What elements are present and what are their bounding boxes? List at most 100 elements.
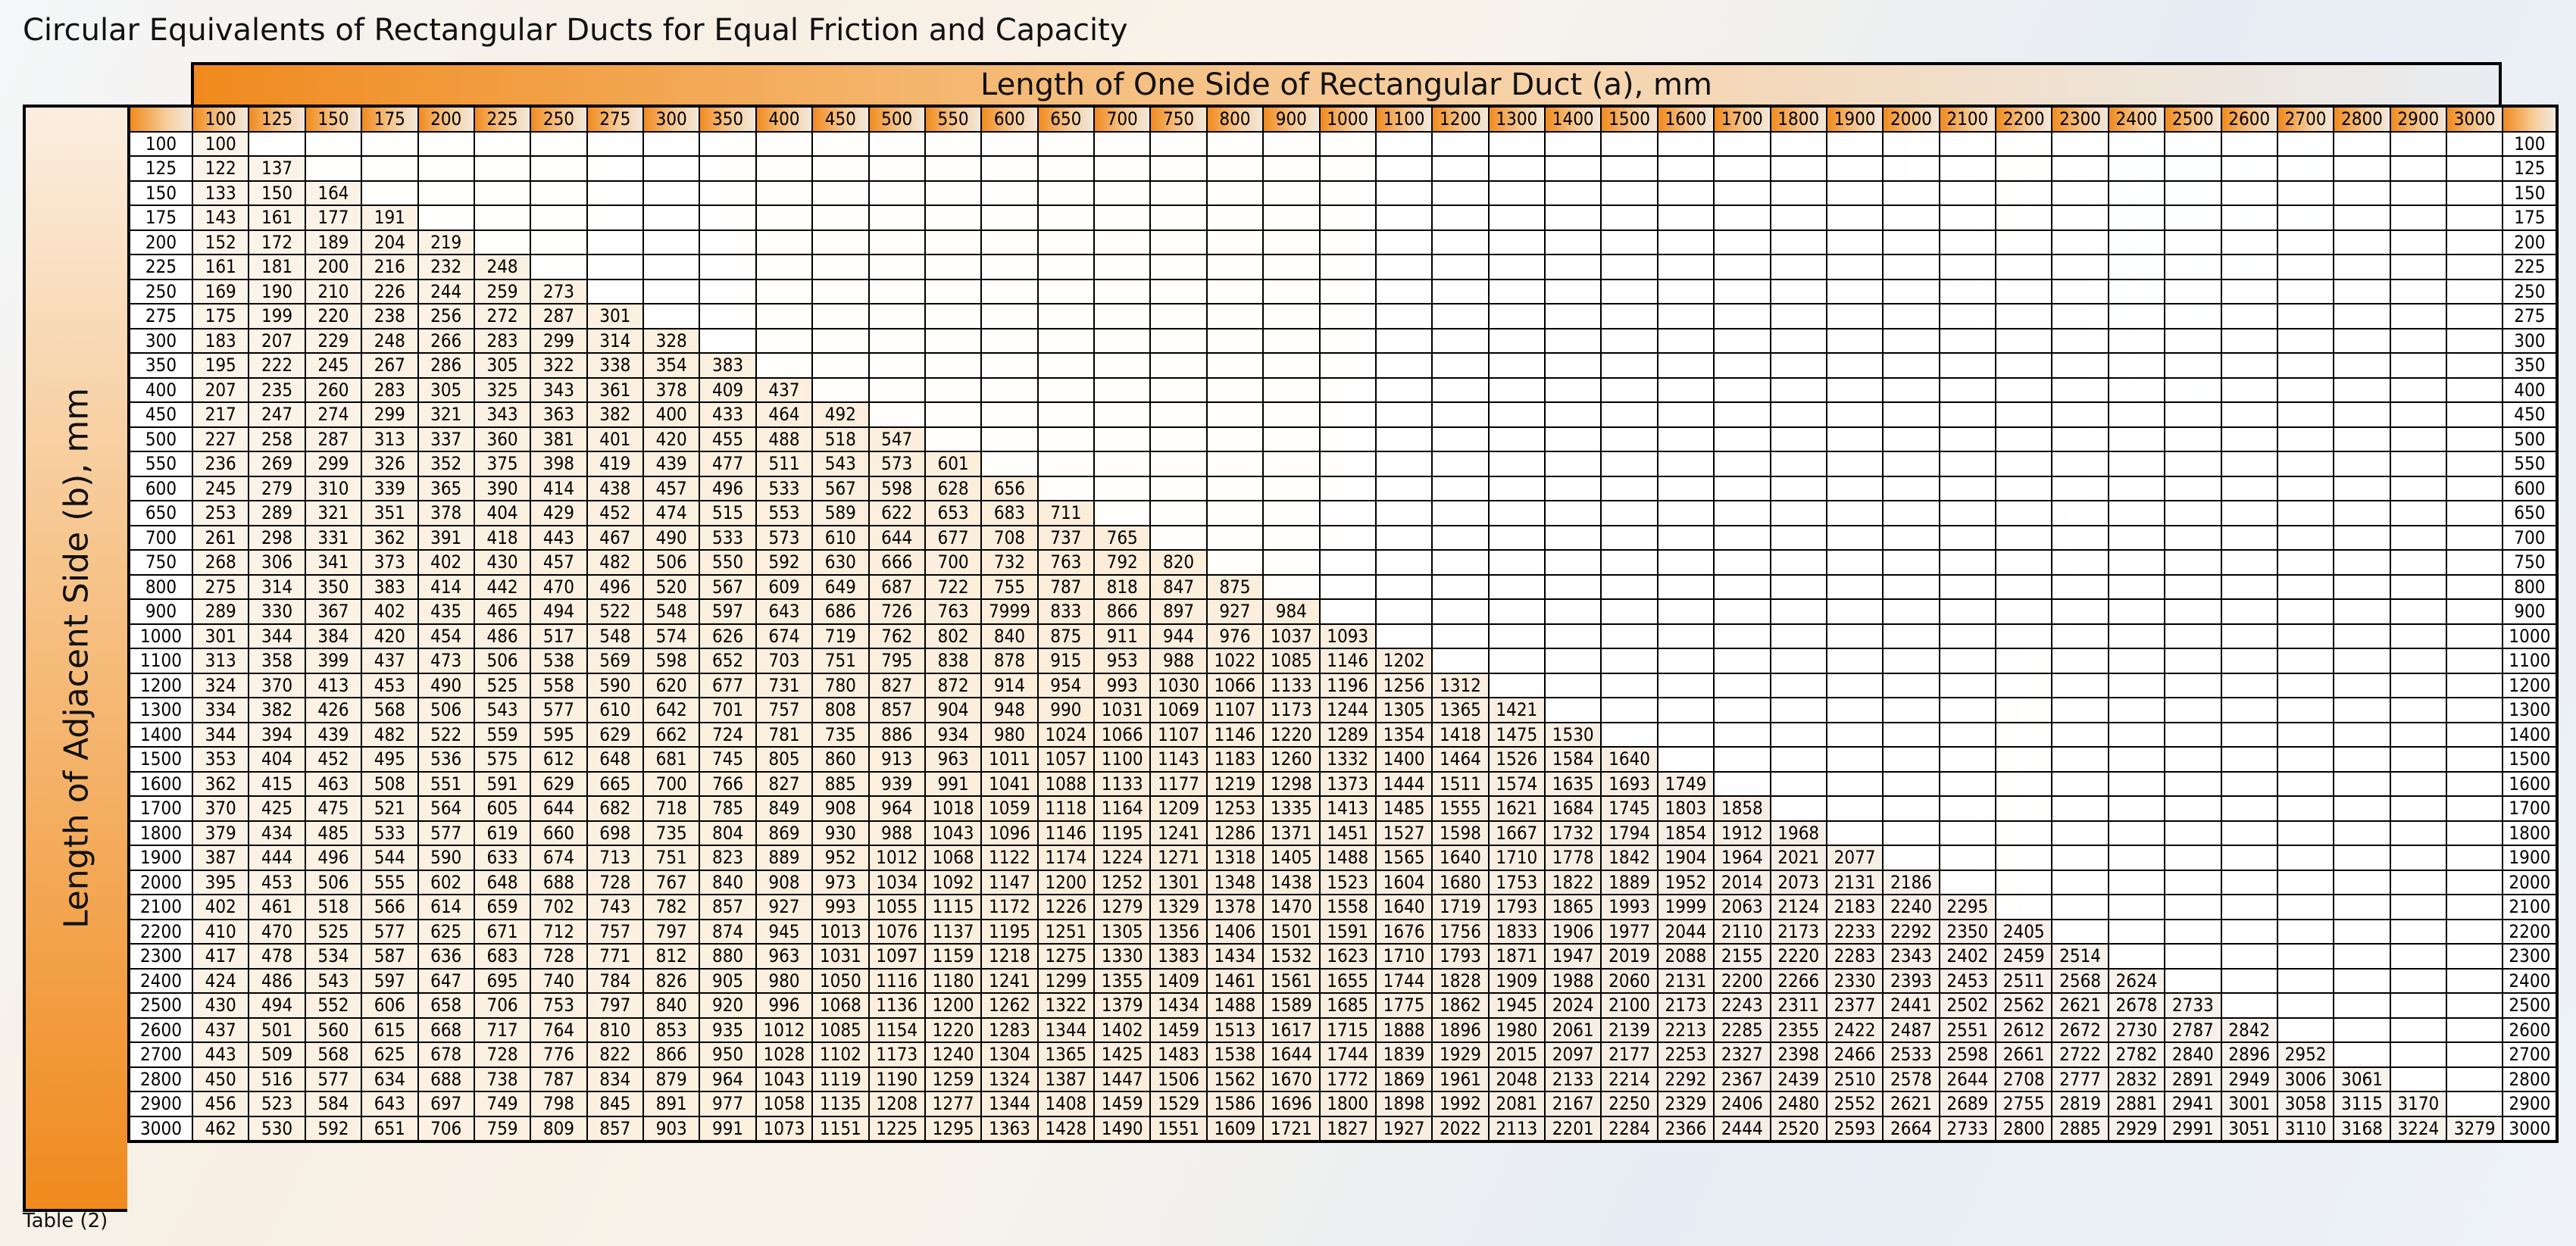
empty-cell xyxy=(1149,401,1208,428)
empty-cell xyxy=(2164,943,2222,970)
table-cell: 289 xyxy=(248,500,306,526)
empty-cell xyxy=(2220,943,2278,970)
empty-cell xyxy=(2164,721,2222,748)
empty-cell xyxy=(1994,598,2053,625)
empty-cell xyxy=(2164,697,2222,723)
row-axis-band: Length of Adjacent Side (b), mm xyxy=(23,105,127,1212)
table-cell: 362 xyxy=(191,770,250,797)
empty-cell xyxy=(1882,598,1940,625)
empty-cell xyxy=(2276,549,2335,576)
table-cell: 728 xyxy=(530,943,588,970)
empty-cell xyxy=(1656,303,1715,329)
table-cell: 757 xyxy=(586,918,645,945)
table-cell: 3168 xyxy=(2333,1115,2391,1142)
row-header-right: 400 xyxy=(2502,376,2559,403)
table-cell: 461 xyxy=(248,894,306,920)
empty-cell xyxy=(1769,401,1827,428)
table-cell: 1183 xyxy=(1205,746,1265,773)
empty-cell xyxy=(1825,303,1884,329)
empty-cell xyxy=(2445,648,2504,674)
row-header-right: 125 xyxy=(2502,155,2559,182)
empty-cell xyxy=(2333,376,2391,403)
table-cell: 486 xyxy=(473,623,532,649)
empty-cell xyxy=(2164,549,2222,576)
table-cell: 330 xyxy=(248,598,306,625)
empty-cell xyxy=(1938,795,1997,822)
empty-cell xyxy=(1205,352,1265,379)
empty-cell xyxy=(2220,376,2278,403)
empty-cell xyxy=(811,327,870,354)
table-cell: 991 xyxy=(699,1115,757,1142)
table-cell: 1655 xyxy=(1318,967,1377,994)
empty-cell xyxy=(1487,376,1546,403)
table-cell: 298 xyxy=(248,524,306,551)
table-cell: 490 xyxy=(417,672,475,698)
empty-cell xyxy=(1205,426,1265,452)
table-cell: 331 xyxy=(304,524,363,551)
table-cell: 464 xyxy=(755,401,814,428)
empty-cell xyxy=(473,205,532,231)
row-header: 1700 xyxy=(128,795,193,822)
empty-cell xyxy=(2051,130,2109,157)
empty-cell xyxy=(2445,229,2504,255)
empty-cell xyxy=(2276,943,2335,970)
table-cell: 375 xyxy=(473,451,532,477)
table-cell: 1526 xyxy=(1487,746,1546,773)
table-cell: 2377 xyxy=(1825,992,1884,1019)
empty-cell xyxy=(1994,376,2053,403)
row-header: 700 xyxy=(128,524,193,551)
table-cell: 2285 xyxy=(1713,1016,1771,1043)
table-cell: 399 xyxy=(304,648,363,674)
empty-cell xyxy=(1882,549,1940,576)
empty-cell xyxy=(699,155,757,182)
empty-cell xyxy=(1825,451,1884,477)
empty-cell xyxy=(2164,180,2222,206)
table-cell: 798 xyxy=(530,1091,588,1117)
empty-cell xyxy=(2333,598,2391,625)
empty-cell xyxy=(1149,303,1208,329)
empty-cell xyxy=(924,130,983,157)
empty-cell xyxy=(1262,500,1321,526)
empty-cell xyxy=(1938,254,1997,280)
empty-cell xyxy=(2107,598,2166,625)
empty-cell xyxy=(2333,795,2391,822)
empty-cell xyxy=(1994,130,2053,157)
table-cell: 1753 xyxy=(1487,869,1546,895)
empty-cell xyxy=(1543,697,1602,723)
empty-cell xyxy=(361,130,419,157)
empty-cell xyxy=(1036,278,1096,304)
table-cell: 776 xyxy=(530,1041,588,1068)
table-cell: 735 xyxy=(811,721,870,748)
row-header: 2200 xyxy=(128,918,193,945)
empty-cell xyxy=(2107,524,2166,551)
empty-cell xyxy=(1882,180,1940,206)
empty-cell xyxy=(2333,1016,2391,1043)
empty-cell xyxy=(1713,672,1771,698)
table-cell: 521 xyxy=(361,795,419,822)
table-cell: 869 xyxy=(755,820,814,846)
table-cell: 818 xyxy=(1093,573,1152,600)
empty-cell xyxy=(868,327,926,354)
table-cell: 605 xyxy=(473,795,532,822)
table-cell: 701 xyxy=(699,697,757,723)
table-cell: 177 xyxy=(304,205,363,231)
empty-cell xyxy=(530,229,588,255)
empty-cell xyxy=(2276,992,2335,1019)
table-cell: 833 xyxy=(1036,598,1096,625)
table-cell: 1173 xyxy=(1262,697,1321,723)
table-row: 350 195 222 245 267 286 305 322 338 354 383 350 xyxy=(128,352,2559,379)
table-cell: 996 xyxy=(755,992,814,1019)
table-cell: 782 xyxy=(642,894,701,920)
table-cell: 523 xyxy=(248,1091,306,1117)
table-cell: 534 xyxy=(304,943,363,970)
table-cell: 1839 xyxy=(1374,1041,1433,1068)
empty-cell xyxy=(2445,451,2504,477)
empty-cell xyxy=(2220,524,2278,551)
empty-cell xyxy=(1769,130,1827,157)
table-cell: 1195 xyxy=(1093,820,1152,846)
empty-cell xyxy=(1769,352,1827,379)
empty-cell xyxy=(2333,155,2391,182)
row-header: 2100 xyxy=(128,894,193,920)
table-cell: 677 xyxy=(699,672,757,698)
table-cell: 1118 xyxy=(1036,795,1096,822)
